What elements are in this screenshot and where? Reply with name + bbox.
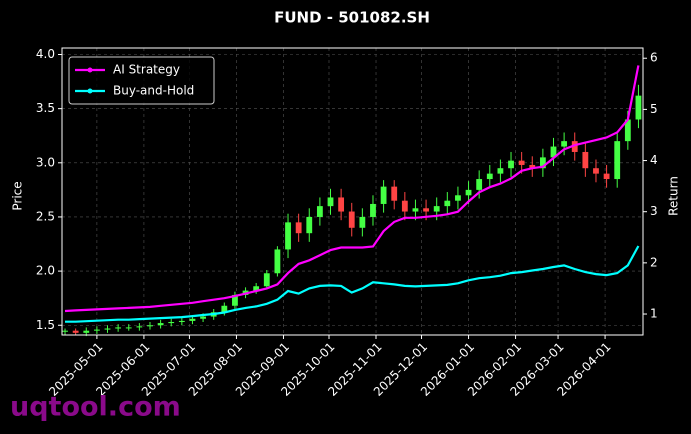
candle-body xyxy=(401,200,408,212)
y-tick-label: 3.5 xyxy=(36,101,55,115)
candle-body xyxy=(253,286,260,291)
candle-body xyxy=(274,249,281,274)
legend-label: Buy-and-Hold xyxy=(113,84,194,98)
legend-box xyxy=(68,56,215,105)
candle-body xyxy=(136,326,143,328)
candle-body xyxy=(391,186,398,201)
candle-body xyxy=(306,216,313,234)
candle-body xyxy=(359,216,366,228)
candle-body xyxy=(157,323,164,326)
candle-body xyxy=(614,141,621,180)
y2-tick-label: 2 xyxy=(650,255,658,269)
candle-body xyxy=(221,305,228,313)
candle-body xyxy=(624,119,631,142)
candle-body xyxy=(635,95,642,120)
candle-body xyxy=(232,294,238,306)
candle-body xyxy=(444,200,451,207)
candle-body xyxy=(550,146,557,158)
y-tick-label: 3.0 xyxy=(36,155,55,169)
line-series xyxy=(65,245,640,323)
candle-body xyxy=(147,325,153,327)
candle-body xyxy=(125,327,132,329)
y2-tick-label: 5 xyxy=(650,102,658,116)
candle-body xyxy=(486,173,493,180)
y2-tick-label: 3 xyxy=(650,204,658,218)
legend-marker xyxy=(87,67,93,73)
candle-body xyxy=(465,189,472,196)
y-tick-label: 1.5 xyxy=(36,318,55,332)
candle-body xyxy=(370,203,376,217)
legend-marker xyxy=(87,88,93,94)
chart-title: FUND - 501082.SH xyxy=(274,9,430,27)
plot-frame xyxy=(61,47,644,336)
candle-body xyxy=(189,318,196,321)
y-axis-label: Price xyxy=(11,181,25,210)
candle-body xyxy=(295,222,302,234)
candle-body xyxy=(603,173,610,180)
candle-body xyxy=(380,186,387,204)
y2-tick-label: 4 xyxy=(650,153,658,167)
candle-body xyxy=(104,328,111,330)
candle-body xyxy=(476,179,483,190)
candle-body xyxy=(571,141,578,152)
y-tick-label: 4.0 xyxy=(36,47,55,61)
legend-label: AI Strategy xyxy=(113,63,180,77)
candle-body xyxy=(593,168,599,174)
candle-body xyxy=(518,160,525,165)
candle-body xyxy=(561,141,568,147)
candle-body xyxy=(508,160,514,169)
candle-body xyxy=(455,195,461,201)
candle-body xyxy=(497,168,504,174)
y2-tick-label: 1 xyxy=(650,307,658,321)
candle-body xyxy=(83,330,90,333)
candle-body xyxy=(62,330,68,332)
candle-body xyxy=(412,208,419,212)
candle-body xyxy=(285,222,291,250)
candle-body xyxy=(115,327,122,329)
candle-body xyxy=(338,197,345,212)
line-series xyxy=(64,65,640,313)
candle-body xyxy=(327,197,334,207)
y-tick-label: 2.5 xyxy=(36,209,55,223)
candle-body xyxy=(433,206,440,212)
candle-body xyxy=(263,273,270,287)
watermark: uqtool.com xyxy=(10,392,181,423)
candle-body xyxy=(168,322,175,324)
y2-tick-label: 6 xyxy=(650,51,658,65)
candle-body xyxy=(93,329,100,331)
y2-axis-label: Return xyxy=(667,176,681,216)
candle-body xyxy=(348,211,355,228)
candle-body xyxy=(316,206,323,217)
y-tick-label: 2.0 xyxy=(36,264,55,278)
candle-body xyxy=(539,157,546,169)
candle-body xyxy=(72,330,79,333)
candle-body xyxy=(529,164,536,169)
candle-body xyxy=(178,320,185,323)
candle-body xyxy=(582,151,589,169)
candle-body xyxy=(200,316,206,319)
candle-body xyxy=(423,208,429,212)
